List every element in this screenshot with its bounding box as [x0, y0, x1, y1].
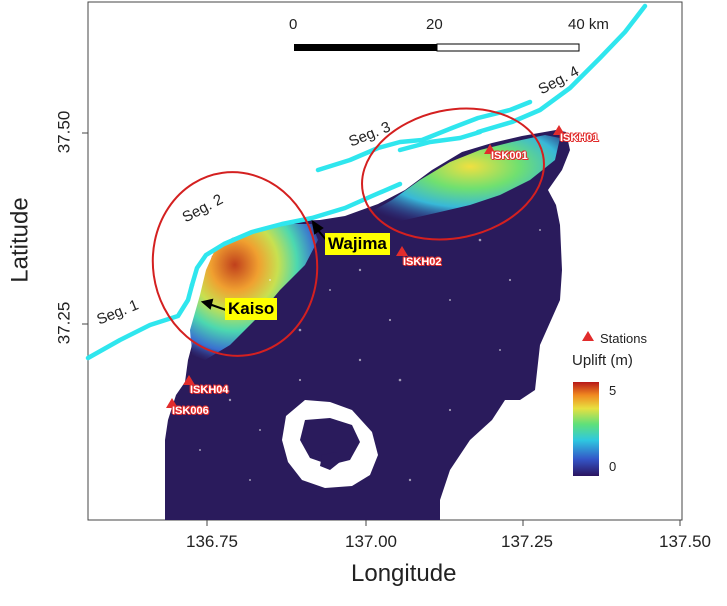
- uplift-west-patch: [190, 224, 318, 360]
- x-tick-label: 137.50: [659, 532, 711, 551]
- kaiso-arrow-head: [200, 298, 214, 310]
- islet: [320, 452, 340, 470]
- station-marker-isk001: [484, 144, 496, 154]
- x-tick-label: 137.25: [501, 532, 553, 551]
- station-label-isk001: ISK001: [491, 150, 528, 162]
- station-marker-iskh01: [553, 125, 565, 135]
- colorbar-title: Uplift (m): [572, 352, 633, 369]
- y-tick-label: 37.25: [54, 301, 74, 345]
- kaiso-callout: Kaiso: [225, 298, 278, 320]
- colorbar-min-label: 0: [609, 459, 617, 474]
- y-tick-label: 37.50: [54, 110, 74, 154]
- uplift-zone-ellipses: [151, 107, 545, 357]
- fault-seg-2: [189, 181, 403, 288]
- colorbar-max-label: 5: [609, 383, 617, 398]
- fault-seg-1: [85, 282, 195, 361]
- colorbar: [573, 382, 599, 476]
- scale-bar: [294, 43, 580, 52]
- axis-ticks: [82, 132, 681, 526]
- x-tick-label: 137.00: [345, 532, 397, 551]
- scale-label: 40 km: [568, 16, 609, 33]
- scale-bar-black: [294, 44, 437, 51]
- y-axis-title: Latitude: [6, 197, 34, 283]
- fault-seg-4: [475, 3, 648, 135]
- station-label-iskh01: ISKH01: [560, 132, 599, 144]
- station-marker-isk006: [166, 398, 178, 408]
- wajima-arrow-head: [311, 219, 324, 235]
- kaiso-arrow-line: [208, 303, 227, 311]
- station-markers: [166, 125, 594, 408]
- station-label-iskh04: ISKH04: [190, 384, 229, 396]
- scale-bar-white: [436, 43, 580, 52]
- station-label-isk006: ISK006: [172, 405, 209, 417]
- callout-arrows: [200, 219, 329, 311]
- station-marker-iskh04: [183, 375, 195, 385]
- legend-station-marker: [582, 331, 594, 341]
- uplift-east-patch: [360, 135, 560, 225]
- scale-label: 0: [289, 16, 298, 33]
- ellipse-west: [151, 171, 319, 357]
- legend-stations-label: Stations: [600, 331, 647, 346]
- station-marker-iskh02: [396, 246, 408, 256]
- station-label-iskh02: ISKH02: [403, 256, 442, 268]
- x-axis-title: Longitude: [351, 560, 457, 587]
- wajima-callout: Wajima: [325, 233, 390, 255]
- bay-island: [300, 418, 360, 465]
- x-tick-label: 136.75: [186, 532, 238, 551]
- ellipse-east: [361, 107, 545, 241]
- scale-label: 20: [426, 16, 443, 33]
- fault-seg-3b: [397, 129, 483, 153]
